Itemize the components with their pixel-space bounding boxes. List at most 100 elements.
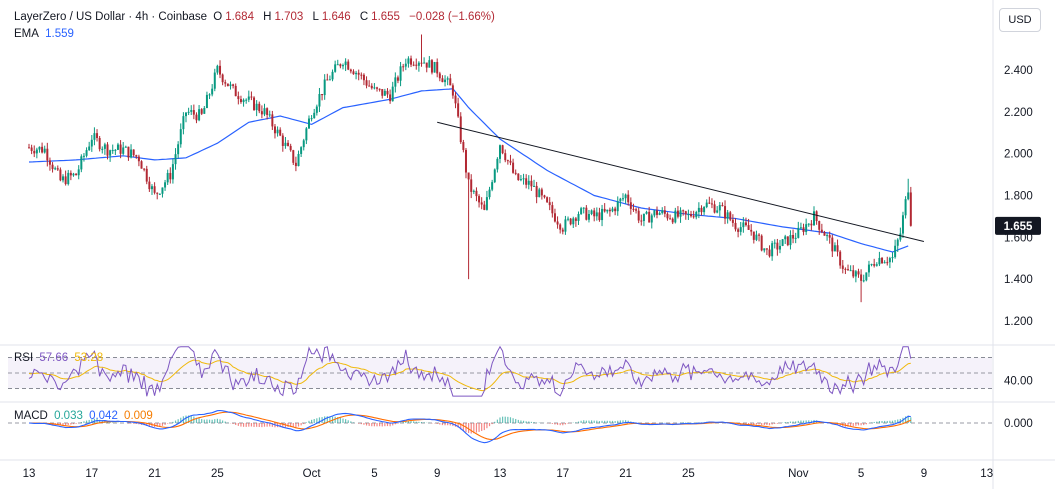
candle-body[interactable]: [376, 87, 379, 89]
candle-body[interactable]: [441, 78, 444, 83]
candle-body[interactable]: [548, 202, 551, 206]
candle-body[interactable]: [253, 97, 256, 111]
candle-body[interactable]: [174, 154, 177, 165]
candle-body[interactable]: [48, 160, 51, 165]
candle-body[interactable]: [726, 212, 729, 219]
candle-body[interactable]: [101, 148, 104, 150]
candle-body[interactable]: [574, 218, 577, 221]
candle-body[interactable]: [729, 212, 732, 220]
candle-body[interactable]: [347, 61, 350, 70]
candle-body[interactable]: [860, 274, 863, 281]
candle-body[interactable]: [362, 74, 365, 81]
candle-body[interactable]: [703, 207, 706, 213]
rsi-pane[interactable]: [8, 345, 992, 397]
candle-body[interactable]: [603, 208, 606, 212]
candle-body[interactable]: [77, 169, 80, 176]
candle-body[interactable]: [232, 84, 235, 86]
candle-body[interactable]: [122, 147, 125, 154]
candle-body[interactable]: [399, 66, 402, 81]
candle-body[interactable]: [881, 257, 884, 264]
candle-body[interactable]: [438, 73, 441, 79]
candle-body[interactable]: [35, 149, 38, 154]
candle-body[interactable]: [763, 248, 766, 251]
candle-body[interactable]: [499, 145, 501, 159]
candle-body[interactable]: [747, 225, 750, 230]
currency-button[interactable]: USD: [999, 8, 1041, 32]
candle-body[interactable]: [75, 173, 78, 176]
candle-body[interactable]: [580, 208, 583, 215]
candle-body[interactable]: [705, 202, 708, 208]
candle-body[interactable]: [802, 227, 805, 233]
candle-body[interactable]: [41, 146, 44, 153]
candlesticks[interactable]: [28, 34, 912, 303]
candle-body[interactable]: [119, 144, 122, 154]
candle-body[interactable]: [30, 147, 33, 151]
candle-body[interactable]: [389, 94, 392, 102]
candle-body[interactable]: [247, 96, 250, 100]
candle-body[interactable]: [551, 205, 554, 214]
candle-body[interactable]: [527, 180, 530, 185]
candle-body[interactable]: [273, 126, 276, 134]
candle-body[interactable]: [716, 210, 719, 213]
candle-body[interactable]: [219, 65, 222, 75]
candle-body[interactable]: [786, 236, 789, 246]
candle-body[interactable]: [449, 78, 452, 86]
candle-body[interactable]: [807, 223, 810, 225]
candle-body[interactable]: [205, 94, 208, 108]
candle-body[interactable]: [208, 94, 211, 96]
candle-body[interactable]: [221, 74, 224, 83]
candle-body[interactable]: [883, 262, 886, 264]
ema-label[interactable]: EMA: [14, 28, 39, 40]
candle-body[interactable]: [352, 71, 355, 75]
candle-body[interactable]: [582, 207, 585, 209]
candle-body[interactable]: [51, 164, 54, 170]
candle-body[interactable]: [629, 202, 632, 209]
candle-body[interactable]: [875, 264, 878, 266]
candle-body[interactable]: [245, 99, 248, 101]
candle-body[interactable]: [635, 209, 638, 211]
candle-body[interactable]: [841, 265, 844, 269]
candle-body[interactable]: [896, 239, 899, 246]
candle-body[interactable]: [266, 108, 269, 115]
candle-body[interactable]: [744, 222, 747, 226]
candle-body[interactable]: [611, 208, 614, 212]
candle-body[interactable]: [213, 72, 216, 89]
candle-body[interactable]: [276, 129, 279, 134]
candle-body[interactable]: [637, 210, 640, 221]
candle-body[interactable]: [302, 140, 305, 148]
candle-body[interactable]: [690, 214, 693, 217]
candle-body[interactable]: [836, 245, 839, 252]
candle-body[interactable]: [140, 161, 143, 169]
candle-body[interactable]: [519, 179, 522, 181]
candle-body[interactable]: [886, 262, 889, 264]
candle-body[interactable]: [653, 210, 656, 216]
candle-body[interactable]: [433, 61, 436, 73]
candle-body[interactable]: [185, 112, 187, 117]
candle-body[interactable]: [114, 149, 117, 151]
candle-body[interactable]: [533, 185, 536, 187]
candle-body[interactable]: [82, 155, 85, 157]
candle-body[interactable]: [237, 96, 240, 100]
candle-body[interactable]: [234, 85, 237, 97]
macd-label[interactable]: MACD: [14, 410, 48, 422]
candle-body[interactable]: [496, 158, 499, 170]
candle-body[interactable]: [430, 60, 433, 73]
candle-body[interactable]: [292, 150, 295, 163]
candle-body[interactable]: [339, 64, 342, 67]
candle-body[interactable]: [127, 146, 130, 158]
candle-body[interactable]: [572, 218, 575, 225]
candle-body[interactable]: [687, 214, 690, 216]
candle-body[interactable]: [279, 129, 282, 136]
candle-body[interactable]: [669, 218, 672, 220]
candle-body[interactable]: [412, 64, 415, 66]
candle-body[interactable]: [514, 172, 517, 174]
candle-body[interactable]: [894, 245, 897, 258]
candle-body[interactable]: [38, 146, 41, 150]
candle-body[interactable]: [90, 139, 93, 147]
candle-body[interactable]: [166, 172, 169, 183]
candle-body[interactable]: [708, 202, 711, 204]
candle-body[interactable]: [666, 213, 669, 219]
candle-body[interactable]: [854, 271, 857, 277]
candle-body[interactable]: [454, 95, 457, 104]
